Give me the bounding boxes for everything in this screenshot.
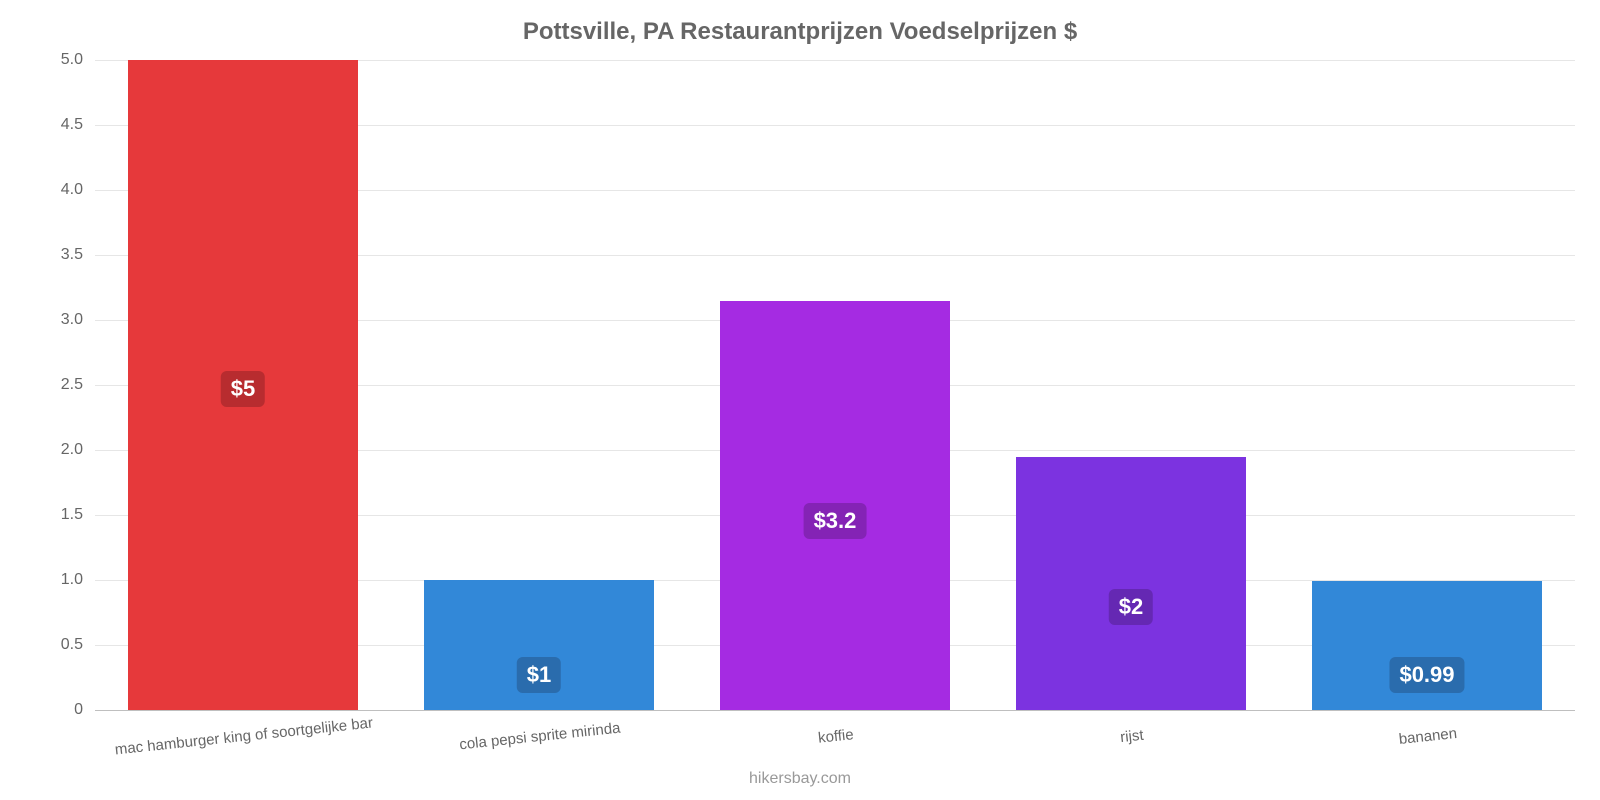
bar: $2	[1016, 457, 1247, 711]
ytick-label: 1.5	[61, 506, 83, 524]
ytick-label: 3.0	[61, 311, 83, 329]
axis-baseline	[95, 710, 1575, 711]
xtick-label: koffie	[817, 726, 854, 747]
ytick-label: 4.0	[61, 181, 83, 199]
xtick-label: mac hamburger king of soortgelijke bar	[114, 714, 374, 758]
xtick-label: cola pepsi sprite mirinda	[459, 720, 622, 754]
chart-container: Pottsville, PA Restaurantprijzen Voedsel…	[0, 0, 1600, 800]
ytick-label: 0.5	[61, 636, 83, 654]
ytick-label: 1.0	[61, 571, 83, 589]
value-badge: $3.2	[804, 503, 867, 539]
attribution-text: hikersbay.com	[0, 770, 1600, 788]
chart-title: Pottsville, PA Restaurantprijzen Voedsel…	[0, 18, 1600, 46]
value-badge: $1	[517, 657, 561, 693]
ytick-label: 0	[74, 701, 83, 719]
ytick-label: 2.5	[61, 376, 83, 394]
bar: $5	[128, 60, 359, 710]
xtick-label: bananen	[1398, 725, 1458, 748]
value-badge: $2	[1109, 589, 1153, 625]
bar: $0.99	[1312, 581, 1543, 710]
value-badge: $5	[221, 371, 265, 407]
bar: $3.2	[720, 301, 951, 711]
ytick-label: 3.5	[61, 246, 83, 264]
ytick-label: 5.0	[61, 51, 83, 69]
value-badge: $0.99	[1389, 657, 1464, 693]
plot-area: 00.51.01.52.02.53.03.54.04.55.0$5mac ham…	[95, 60, 1575, 710]
bar: $1	[424, 580, 655, 710]
ytick-label: 4.5	[61, 116, 83, 134]
xtick-label: rijst	[1119, 727, 1144, 746]
ytick-label: 2.0	[61, 441, 83, 459]
